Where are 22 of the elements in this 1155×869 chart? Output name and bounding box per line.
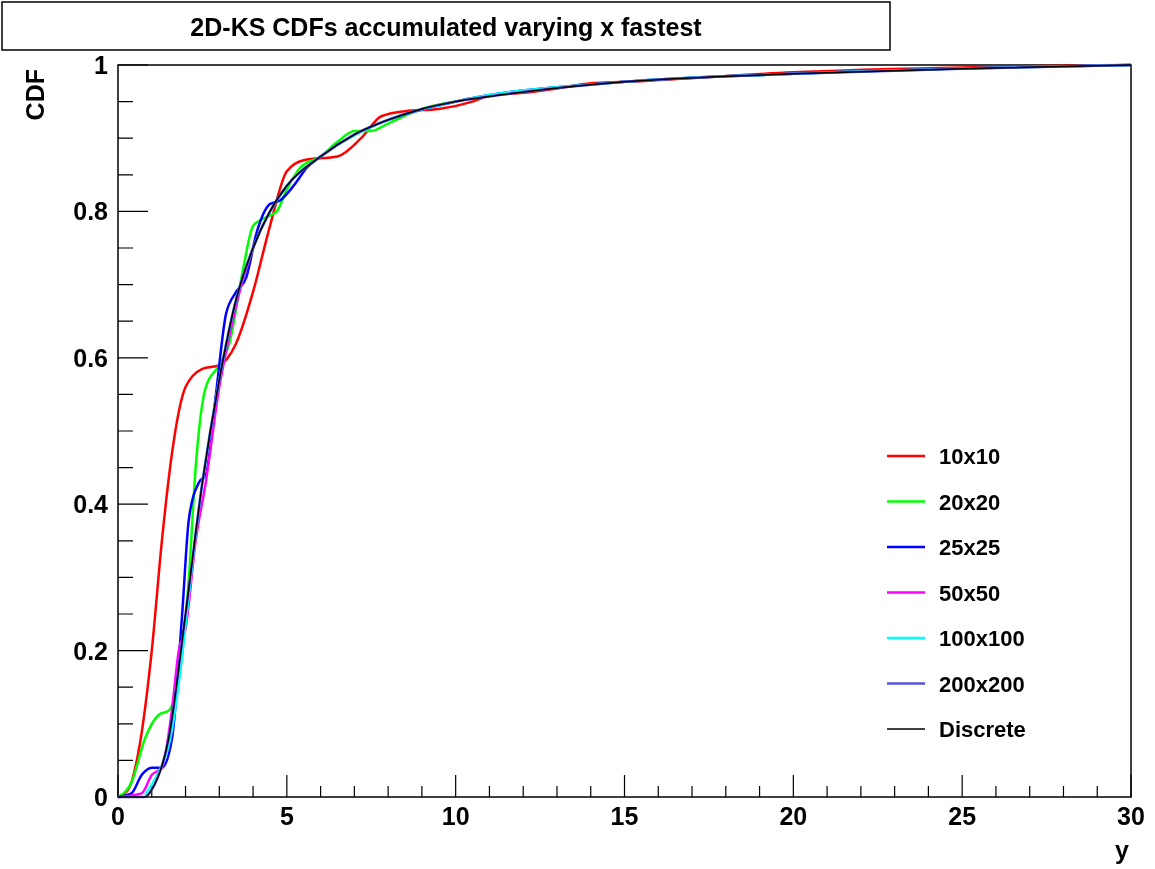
legend-label: 50x50 [939, 580, 1001, 606]
y-axis-title: CDF [21, 69, 49, 121]
x-tick-label: 10 [441, 802, 470, 830]
x-tick-label: 20 [779, 802, 808, 830]
chart-title: 2D-KS CDFs accumulated varying x fastest [190, 13, 703, 41]
y-tick-label: 0 [94, 783, 108, 811]
y-tick-label: 0.6 [73, 343, 108, 372]
y-tick-label: 0.4 [73, 490, 109, 519]
x-tick-label: 30 [1117, 802, 1145, 830]
y-tick-label: 1 [94, 51, 109, 79]
x-tick-label: 5 [279, 802, 294, 830]
x-axis-title: y [1115, 836, 1130, 864]
legend-label: 20x20 [939, 489, 1001, 515]
legend-label: Discrete [939, 717, 1026, 742]
legend-label: 10x10 [939, 444, 1001, 469]
legend-label: 200x200 [939, 671, 1025, 697]
x-tick-label: 25 [948, 802, 977, 830]
legend-label: 100x100 [939, 626, 1025, 651]
y-tick-label: 0.8 [73, 197, 109, 226]
y-tick-label: 0.2 [73, 636, 108, 665]
legend-label: 25x25 [939, 535, 1001, 560]
x-tick-label: 15 [610, 802, 639, 830]
